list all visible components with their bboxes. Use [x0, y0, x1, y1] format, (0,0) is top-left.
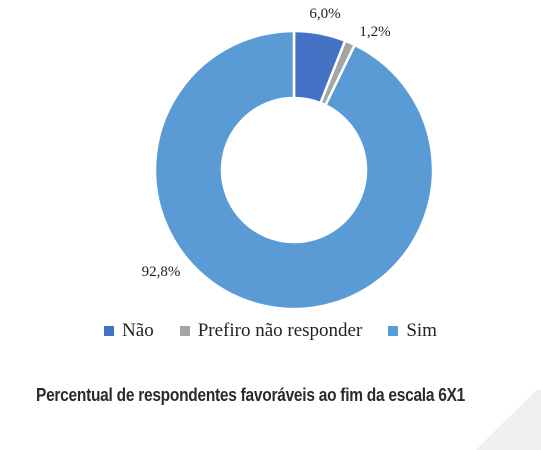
legend-item-nao: Não — [104, 320, 154, 342]
legend-label-sim: Sim — [406, 320, 437, 341]
legend-label-prefiro: Prefiro não responder — [197, 320, 363, 341]
legend-swatch-nao — [104, 326, 115, 336]
chart-caption: Percentual de respondentes favoráveis ao… — [36, 385, 466, 405]
chart-legend: Não Prefiro não responder Sim — [0, 320, 541, 342]
legend-swatch-sim — [388, 326, 399, 336]
slice-label-nao: 6,0% — [309, 6, 340, 22]
slice-sim — [153, 29, 435, 311]
legend-item-sim: Sim — [388, 320, 437, 342]
legend-label-nao: Não — [122, 320, 154, 341]
legend-swatch-prefiro — [179, 326, 190, 336]
legend-item-prefiro: Prefiro não responder — [179, 320, 363, 342]
slice-label-sim: 92,8% — [142, 264, 181, 280]
slice-label-prefiro: 1,2% — [359, 24, 390, 40]
corner-decoration — [471, 390, 541, 450]
